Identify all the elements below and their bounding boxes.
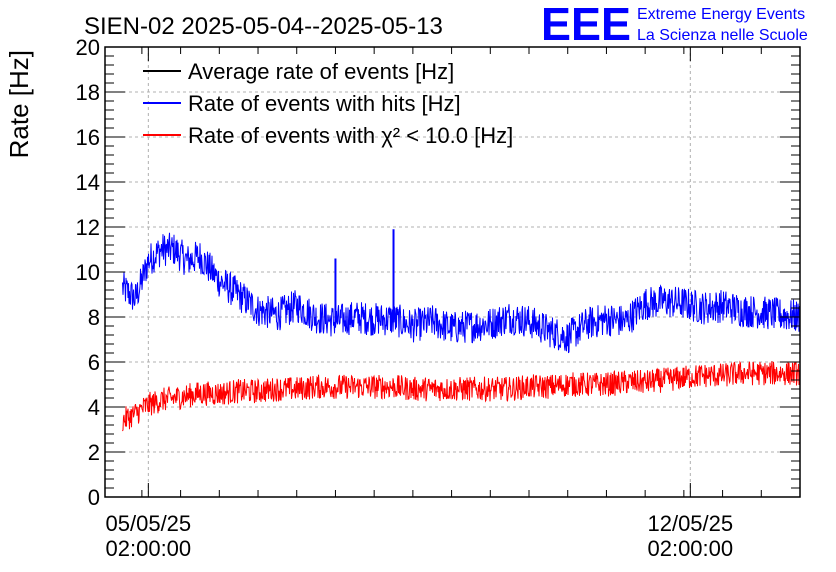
x-tick-time: 02:00:00 [647, 536, 733, 561]
legend-label: Rate of events with χ² < 10.0 [Hz] [188, 123, 513, 148]
y-tick-label: 10 [76, 260, 100, 285]
logo-line-2: La Scienza nelle Scuole [637, 27, 808, 44]
logo-mark: EEE [541, 0, 631, 50]
legend: Average rate of events [Hz] Rate of event… [143, 59, 513, 148]
x-tick-date: 05/05/25 [106, 511, 192, 536]
x-tick-date: 12/05/25 [647, 511, 733, 536]
y-tick-label: 16 [76, 125, 100, 150]
y-tick-label: 18 [76, 80, 100, 105]
y-tick-label: 20 [76, 35, 100, 60]
y-tick-label: 0 [88, 485, 100, 510]
y-tick-label: 4 [88, 395, 100, 420]
logo-line-1: Extreme Energy Events [637, 6, 805, 23]
chart-title: SIEN-02 2025-05-04--2025-05-13 [84, 13, 443, 40]
legend-label: Average rate of events [Hz] [188, 59, 454, 84]
grid [105, 47, 800, 497]
x-tick-time: 02:00:00 [106, 536, 192, 561]
y-tick-label: 2 [88, 440, 100, 465]
y-tick-label: 6 [88, 350, 100, 375]
y-tick-label: 12 [76, 215, 100, 240]
y-axis-label: Rate [Hz] [4, 50, 34, 158]
series-layer [122, 229, 800, 432]
series-line-hits [122, 232, 800, 354]
y-tick-label: 14 [76, 170, 100, 195]
eee-logo: EEE Extreme Energy Events La Scienza nel… [541, 0, 808, 50]
series-line-chi2 [122, 360, 800, 432]
axis-ticks: 0246810121416182005/05/2502:00:0012/05/2… [76, 35, 800, 561]
legend-label: Rate of events with hits [Hz] [188, 91, 461, 116]
y-tick-label: 8 [88, 305, 100, 330]
